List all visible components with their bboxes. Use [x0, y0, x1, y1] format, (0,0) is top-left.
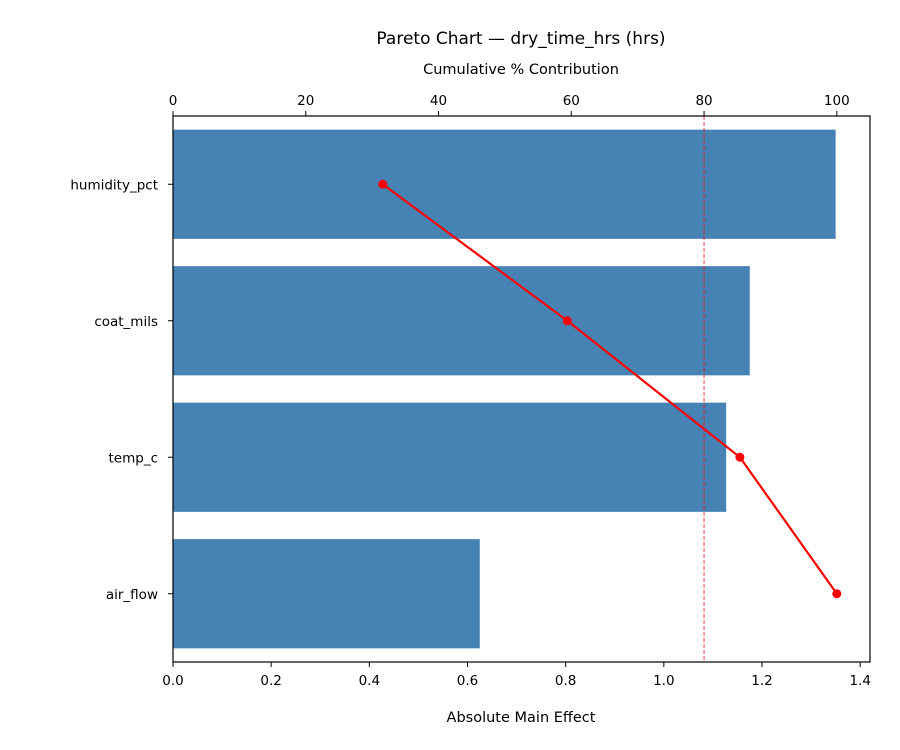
top-tick-label: 40	[430, 93, 447, 109]
top-tick-label: 0	[169, 93, 178, 109]
top-tick-label: 60	[563, 93, 580, 109]
top-tick-label: 20	[297, 93, 314, 109]
bottom-tick-label: 1.4	[849, 673, 870, 689]
bars-group	[173, 129, 836, 649]
axes-frame-group	[172, 115, 871, 663]
cumulative-point-temp-c	[735, 452, 745, 462]
ticks-group: 0.0 0.2 0.4 0.6 0.8 1.0 1.2 1.4 0 20 40 60 80 100 humi…	[70, 93, 871, 689]
category-label-air-flow: air_flow	[106, 587, 158, 603]
bottom-tick-label: 0.4	[359, 673, 380, 689]
cumulative-line-group	[378, 179, 842, 599]
bottom-tick-label: 0.2	[260, 673, 281, 689]
cumulative-point-coat-mils	[562, 316, 572, 326]
category-label-temp-c: temp_c	[109, 450, 159, 466]
cumulative-point-humidity-pct	[378, 179, 388, 189]
cumulative-line	[382, 183, 838, 595]
bar-temp-c	[173, 402, 727, 512]
bar-humidity-pct	[173, 129, 836, 239]
plot-frame	[172, 115, 871, 663]
top-tick-label: 80	[695, 93, 712, 109]
top-tick-label: 100	[824, 93, 850, 109]
chart-title: Pareto Chart — dry_time_hrs (hrs)	[376, 29, 665, 49]
category-label-coat-mils: coat_mils	[94, 314, 158, 330]
bottom-axis-label: Absolute Main Effect	[447, 710, 596, 726]
top-axis-label: Cumulative % Contribution	[423, 62, 619, 78]
bottom-tick-label: 0.8	[555, 673, 576, 689]
bar-air-flow	[173, 539, 480, 649]
bottom-tick-label: 1.2	[751, 673, 772, 689]
bottom-tick-label: 0.6	[457, 673, 478, 689]
cumulative-point-air-flow	[832, 589, 842, 599]
bottom-tick-label: 1.0	[653, 673, 674, 689]
category-label-humidity-pct: humidity_pct	[70, 177, 158, 193]
bar-coat-mils	[173, 266, 750, 376]
bottom-tick-label: 0.0	[162, 673, 183, 689]
